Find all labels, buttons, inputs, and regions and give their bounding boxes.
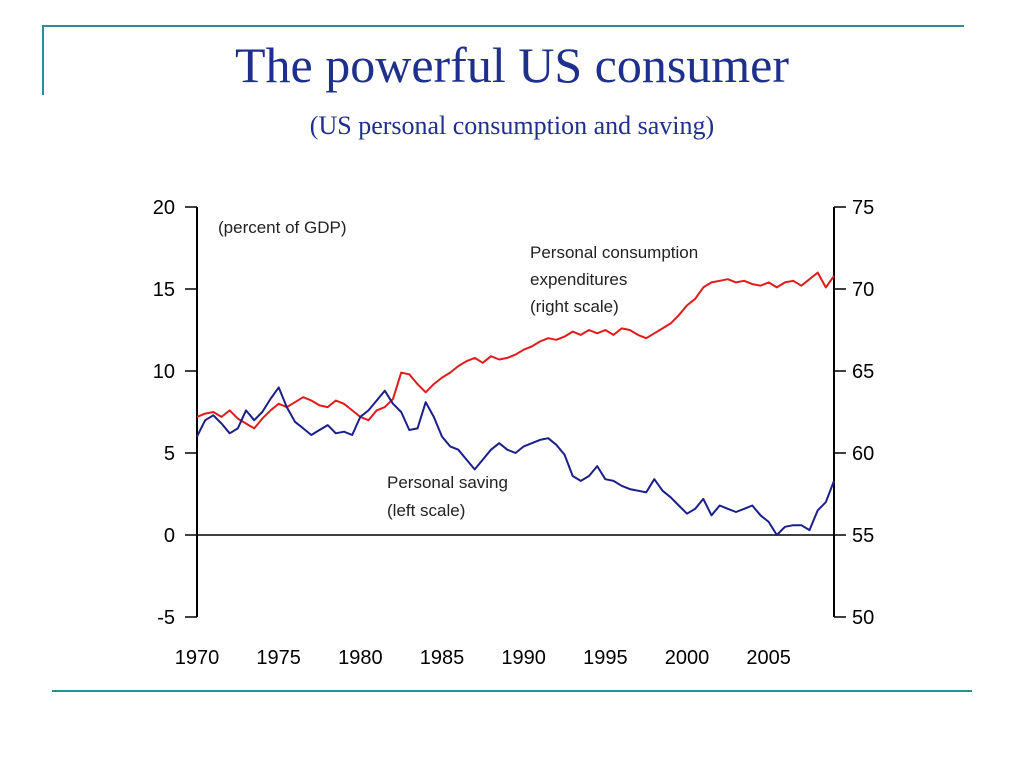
slide-title: The powerful US consumer <box>234 37 790 93</box>
right-tick-label: 50 <box>852 607 874 629</box>
x-tick-label: 1995 <box>583 647 628 669</box>
consumption-label-line-2: expenditures <box>530 270 627 289</box>
frame-left-rule <box>42 25 44 95</box>
slide-subtitle: (US personal consumption and saving) <box>309 111 715 140</box>
right-tick-label: 75 <box>852 197 874 219</box>
x-tick-label: 1970 <box>175 647 220 669</box>
right-tick-label: 65 <box>852 361 874 383</box>
x-tick-label: 2000 <box>665 647 710 669</box>
consumption-label-line-1: Personal consumption <box>530 243 698 262</box>
right-tick-label: 70 <box>852 279 874 301</box>
saving-label-line-1: Personal saving <box>387 473 508 492</box>
bottom-rule <box>52 690 972 692</box>
left-tick-label: 15 <box>153 279 175 301</box>
left-tick-label: 0 <box>164 525 175 547</box>
consumption-label-line-3: (right scale) <box>530 297 619 316</box>
left-tick-label: -5 <box>157 607 175 629</box>
left-tick-label: 20 <box>153 197 175 219</box>
x-tick-label: 1985 <box>420 647 465 669</box>
saving-series-line <box>196 386 835 536</box>
right-tick-label: 60 <box>852 443 874 465</box>
x-tick-label: 2005 <box>746 647 791 669</box>
saving-label-line-2: (left scale) <box>387 501 465 520</box>
unit-note: (percent of GDP) <box>218 218 347 237</box>
left-tick-label: 10 <box>153 361 175 383</box>
x-tick-label: 1975 <box>256 647 301 669</box>
x-tick-label: 1990 <box>501 647 546 669</box>
x-tick-label: 1980 <box>338 647 383 669</box>
frame-top-rule <box>42 25 964 27</box>
right-tick-label: 55 <box>852 525 874 547</box>
left-tick-label: 5 <box>164 443 175 465</box>
consumption-series-line <box>196 271 835 430</box>
